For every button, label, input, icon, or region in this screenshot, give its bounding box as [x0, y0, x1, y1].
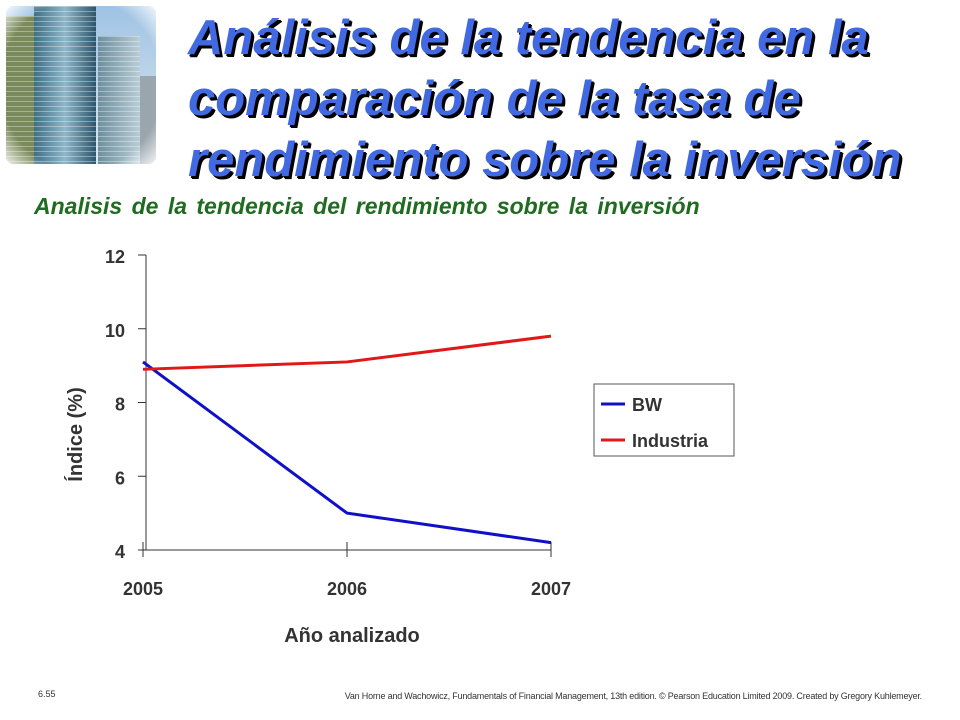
slide-title: Análisis de la tendencia en la comparaci…: [188, 11, 902, 187]
line-chart: 4 6 8 10 12 2005 2006 2007 Año analizado Índice (…: [0, 230, 960, 660]
x-tick-label: 2005: [123, 579, 163, 599]
chart-svg: 4 6 8 10 12 2005 2006 2007 Año analizado Índice (…: [64, 247, 735, 647]
x-axis-label: Año analizado: [284, 625, 420, 647]
y-axis-label: Índice (%): [64, 387, 87, 481]
series-line-bw: [142, 360, 552, 545]
y-tick-label: 4: [115, 542, 125, 562]
legend-label: BW: [632, 395, 662, 415]
y-tick-label: 12: [105, 247, 125, 267]
legend-label: Industria: [632, 431, 709, 451]
chart-subtitle: Analisis de la tendencia del rendimiento…: [34, 193, 700, 219]
legend-box: [593, 383, 735, 457]
series-line-industria: [142, 334, 552, 371]
footer-credit: Van Horne and Wachowicz, Fundamentals of…: [344, 691, 922, 701]
y-tick-label: 10: [105, 321, 125, 341]
x-tick-label: 2006: [327, 579, 367, 599]
x-tick-label: 2007: [531, 579, 571, 599]
page-number: 6.55: [38, 689, 56, 699]
building-photo: [6, 6, 156, 164]
y-tick-label: 8: [115, 395, 125, 415]
y-tick-label: 6: [115, 468, 125, 488]
skyscraper-image: [6, 6, 156, 164]
